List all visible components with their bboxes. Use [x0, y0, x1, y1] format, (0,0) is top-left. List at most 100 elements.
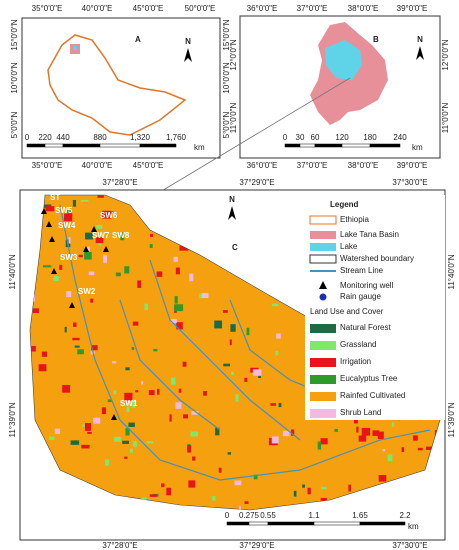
scale-segment [248, 521, 269, 526]
bottom-tick-label: 37°0'0"E [297, 161, 328, 170]
swatch [319, 293, 327, 301]
right-tick-label: 5°0'0"N [222, 111, 231, 138]
land-patch [149, 244, 153, 248]
swatch [310, 409, 336, 418]
scale-segment [226, 521, 250, 526]
scale-segment [267, 521, 315, 526]
land-patch [95, 237, 104, 244]
land-patch [212, 496, 216, 501]
swatch [310, 231, 336, 239]
land-patch [215, 427, 220, 436]
left-tick-label: 11°40'0"N [8, 254, 17, 289]
land-patch [176, 322, 183, 330]
top-tick-label: 38°0'0"E [348, 4, 379, 13]
scale-label: 30 [296, 133, 305, 142]
monitoring-well [46, 221, 52, 227]
station-label: SW2 [78, 287, 96, 296]
left-tick-label: 12°0'0"N [229, 39, 238, 70]
land-patch [125, 367, 130, 371]
land-patch [234, 480, 242, 486]
land-patch [382, 449, 386, 452]
land-patch [101, 407, 106, 415]
land-patch [132, 321, 139, 326]
legend-item: Natural Forest [340, 323, 391, 332]
land-patch [170, 318, 177, 323]
station-label: SW8 [112, 231, 130, 240]
land-patch [102, 210, 111, 219]
land-patch [112, 361, 117, 364]
monitoring-well [103, 246, 109, 252]
land-patch [141, 497, 147, 501]
scale-segment [299, 143, 316, 148]
scale-segment [139, 143, 177, 148]
right-tick-label: 11°0'0"N [441, 103, 450, 134]
monitoring-well [49, 236, 55, 242]
land-patch [153, 348, 158, 352]
land-patch [144, 303, 149, 311]
monitoring-well [83, 246, 89, 252]
land-patch [252, 369, 262, 376]
land-patch [182, 361, 187, 367]
scale-label: 220 [38, 133, 52, 142]
legend-swatches [309, 215, 337, 418]
station-label: SW3 [60, 253, 78, 262]
land-patch [81, 444, 90, 449]
land-patch [88, 271, 95, 276]
scale-unit: km [412, 143, 423, 152]
land-patch [426, 446, 435, 450]
land-patch [93, 417, 101, 424]
land-patch [135, 390, 139, 393]
scale-label: 1.65 [352, 511, 368, 520]
land-patch [253, 474, 258, 480]
station-label: SW5 [55, 206, 73, 215]
lake-marker [73, 46, 77, 50]
land-patch [258, 373, 262, 378]
land-patch [173, 256, 178, 262]
land-patch [72, 322, 77, 327]
scale-segment [99, 143, 141, 148]
monitoring-well [51, 268, 57, 274]
land-patch [321, 486, 327, 490]
land-patch [45, 206, 55, 212]
land-patch [192, 456, 196, 461]
land-patch [87, 246, 90, 251]
land-patch [377, 431, 384, 440]
scale-label: 2.2 [399, 511, 411, 520]
scale-segment [341, 143, 371, 148]
land-patch [320, 497, 327, 502]
top-tick-label: 37°29'0"E [239, 178, 274, 187]
land-patch [244, 501, 249, 504]
land-patch [238, 506, 241, 510]
lake [325, 40, 362, 80]
station-label: SW6 [100, 211, 118, 220]
land-patch [149, 494, 158, 497]
bottom-tick-label: 40°0'0"E [82, 161, 113, 170]
panel-label: B [373, 35, 379, 44]
land-patch [417, 447, 423, 451]
scale-unit: km [408, 522, 419, 531]
land-patch [218, 467, 222, 473]
legend-item: Eucalyptus Tree [340, 374, 398, 383]
scale-label: 1.1 [308, 511, 320, 520]
land-patch [90, 298, 94, 303]
legend-item: Rain gauge [340, 292, 381, 301]
land-patch [137, 280, 142, 288]
land-patch [114, 436, 121, 442]
land-patch [270, 403, 276, 406]
scale-segment [313, 521, 361, 526]
land-patch [231, 371, 234, 376]
legend-title: Legend [330, 200, 359, 209]
monitoring-well [41, 208, 47, 214]
swatch [309, 254, 337, 264]
scale-segment [369, 143, 401, 148]
land-patch [150, 233, 153, 238]
left-tick-label: 11°0'0"N [229, 103, 238, 134]
legend-item: Monitoring well [340, 281, 394, 290]
stream [149, 259, 301, 441]
station-label: SW7 [92, 231, 110, 240]
land-patch [104, 211, 114, 215]
land-patch [189, 273, 194, 282]
legend-item: Irrigation [340, 357, 371, 366]
land-patch [302, 484, 305, 488]
bottom-tick-label: 37°29'0"E [239, 541, 274, 550]
